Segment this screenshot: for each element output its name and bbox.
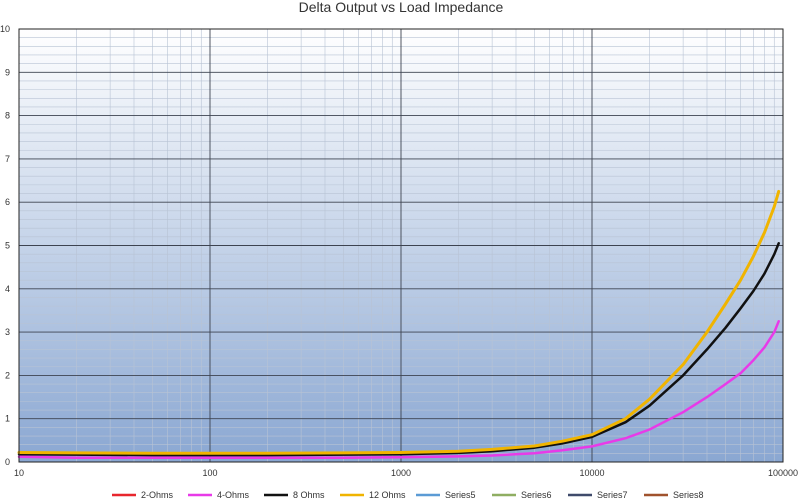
y-tick-label: 0	[5, 457, 10, 467]
legend-label: 4-Ohms	[217, 490, 250, 500]
y-tick-label: 10	[0, 24, 10, 34]
y-tick-label: 5	[5, 241, 10, 251]
x-axis: 10 100 1000 10000 100000	[14, 468, 798, 478]
legend-label: 2-Ohms	[141, 490, 174, 500]
series-line-12-ohms	[17, 189, 781, 455]
y-axis: 0 1 2 3 4 5 6 7 8 9 10	[0, 24, 10, 467]
y-tick-label: 9	[5, 67, 10, 77]
y-tick-label: 3	[5, 327, 10, 337]
major-gridlines	[18, 28, 784, 463]
y-tick-label: 7	[5, 154, 10, 164]
x-tick-label: 100000	[768, 468, 798, 478]
y-tick-label: 1	[5, 414, 10, 424]
legend-label: 8 Ohms	[293, 490, 325, 500]
y-tick-label: 4	[5, 284, 10, 294]
y-tick-label: 2	[5, 370, 10, 380]
series-layer	[17, 189, 781, 459]
legend-label: Series5	[445, 490, 476, 500]
legend-label: 12 Ohms	[369, 490, 406, 500]
x-tick-label: 10	[14, 468, 24, 478]
series-line-8-ohms	[17, 242, 780, 457]
y-tick-label: 8	[5, 111, 10, 121]
plot-border	[18, 28, 784, 463]
x-tick-label: 10000	[579, 468, 604, 478]
y-tick-label: 6	[5, 197, 10, 207]
legend: 2-Ohms 4-Ohms 8 Ohms 12 Ohms Series5 Series6 S…	[112, 490, 704, 500]
legend-label: Series7	[597, 490, 628, 500]
legend-label: Series8	[673, 490, 704, 500]
x-tick-label: 100	[202, 468, 217, 478]
series-line-4-ohms	[17, 320, 780, 459]
legend-label: Series6	[521, 490, 552, 500]
x-tick-label: 1000	[391, 468, 411, 478]
chart-title: Delta Output vs Load Impedance	[299, 0, 504, 15]
